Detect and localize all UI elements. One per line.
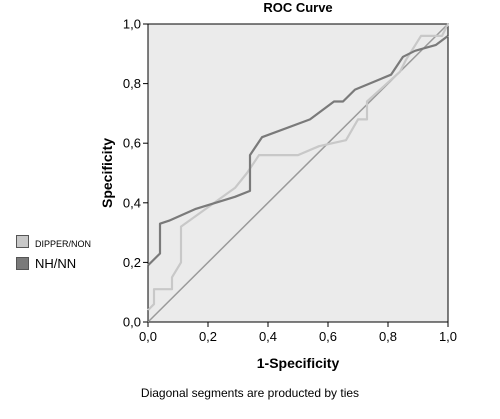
x-tick-label: 0,6 — [319, 329, 337, 344]
legend-label-dipper-non: DIPPER/NON — [35, 239, 92, 249]
legend-swatch-dipper-non — [16, 234, 29, 248]
y-tick-label: 1,0 — [123, 17, 141, 32]
y-tick-label: 0,0 — [123, 315, 141, 330]
legend-item-nh-nn: NH/NN — [16, 252, 91, 274]
x-tick-label: 1,0 — [439, 329, 457, 344]
legend: DIPPER/NON NH/NN — [16, 230, 91, 274]
x-tick-label: 0,2 — [199, 329, 217, 344]
x-tick-label: 0,8 — [379, 329, 397, 344]
y-tick-label: 0,8 — [123, 76, 141, 91]
x-tick-label: 0,4 — [259, 329, 277, 344]
legend-label-nh-nn: NH/NN — [35, 255, 77, 271]
y-tick-label: 0,6 — [123, 136, 141, 151]
footnote: Diagonal segments are producted by ties — [140, 386, 360, 400]
x-axis-label: 1-Specificity — [257, 355, 340, 371]
chart-title: ROC Curve — [263, 0, 332, 15]
series-line-nh-nn — [147, 35, 449, 267]
y-tick-label: 0,2 — [123, 255, 141, 270]
y-axis-label: Specificity — [99, 138, 115, 208]
series-line-dipper-non — [147, 23, 449, 311]
legend-swatch-nh-nn — [16, 256, 29, 270]
y-tick-label: 0,4 — [123, 195, 141, 210]
x-tick-label: 0,0 — [139, 329, 157, 344]
legend-item-dipper-non: DIPPER/NON — [16, 230, 91, 252]
